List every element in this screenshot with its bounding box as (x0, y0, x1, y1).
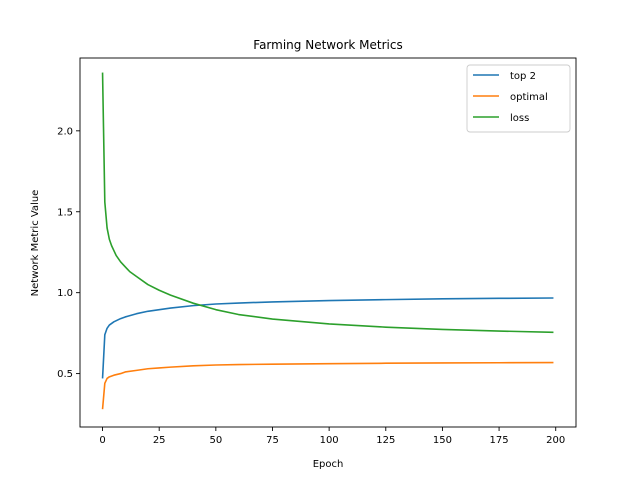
x-tick-label: 0 (99, 435, 105, 446)
legend: top 2 optimal loss (466, 64, 571, 133)
x-tick-label: 25 (153, 435, 166, 446)
x-tick-label: 125 (376, 435, 395, 446)
legend-label-optimal: optimal (510, 92, 548, 103)
y-tick-label: 1.5 (57, 207, 73, 218)
x-tick-label: 50 (209, 435, 222, 446)
x-tick-label: 75 (266, 435, 279, 446)
legend-label-top-2: top 2 (510, 71, 536, 82)
axes-frame (79, 57, 577, 428)
x-tick-label: 150 (433, 435, 452, 446)
y-axis-label: Network Metric Value (30, 190, 41, 297)
legend-label-loss: loss (510, 113, 529, 124)
legend-box (466, 64, 571, 133)
x-tick-label: 200 (546, 435, 565, 446)
series-line-loss (101, 72, 554, 334)
y-tick-label: 2.0 (57, 126, 73, 137)
x-tick-label: 175 (490, 435, 509, 446)
chart-title: Farming Network Metrics (253, 38, 402, 52)
x-tick-label: 100 (320, 435, 339, 446)
series-line-optimal (101, 361, 554, 410)
series-line-top-2 (101, 297, 554, 379)
x-axis-label: Epoch (313, 459, 344, 470)
plot-area: 0 25 50 75 100 125 150 175 200 0.5 1.0 1.5 2.0 (57, 57, 577, 446)
y-tick-label: 0.5 (57, 369, 73, 380)
y-tick-label: 1.0 (57, 288, 73, 299)
